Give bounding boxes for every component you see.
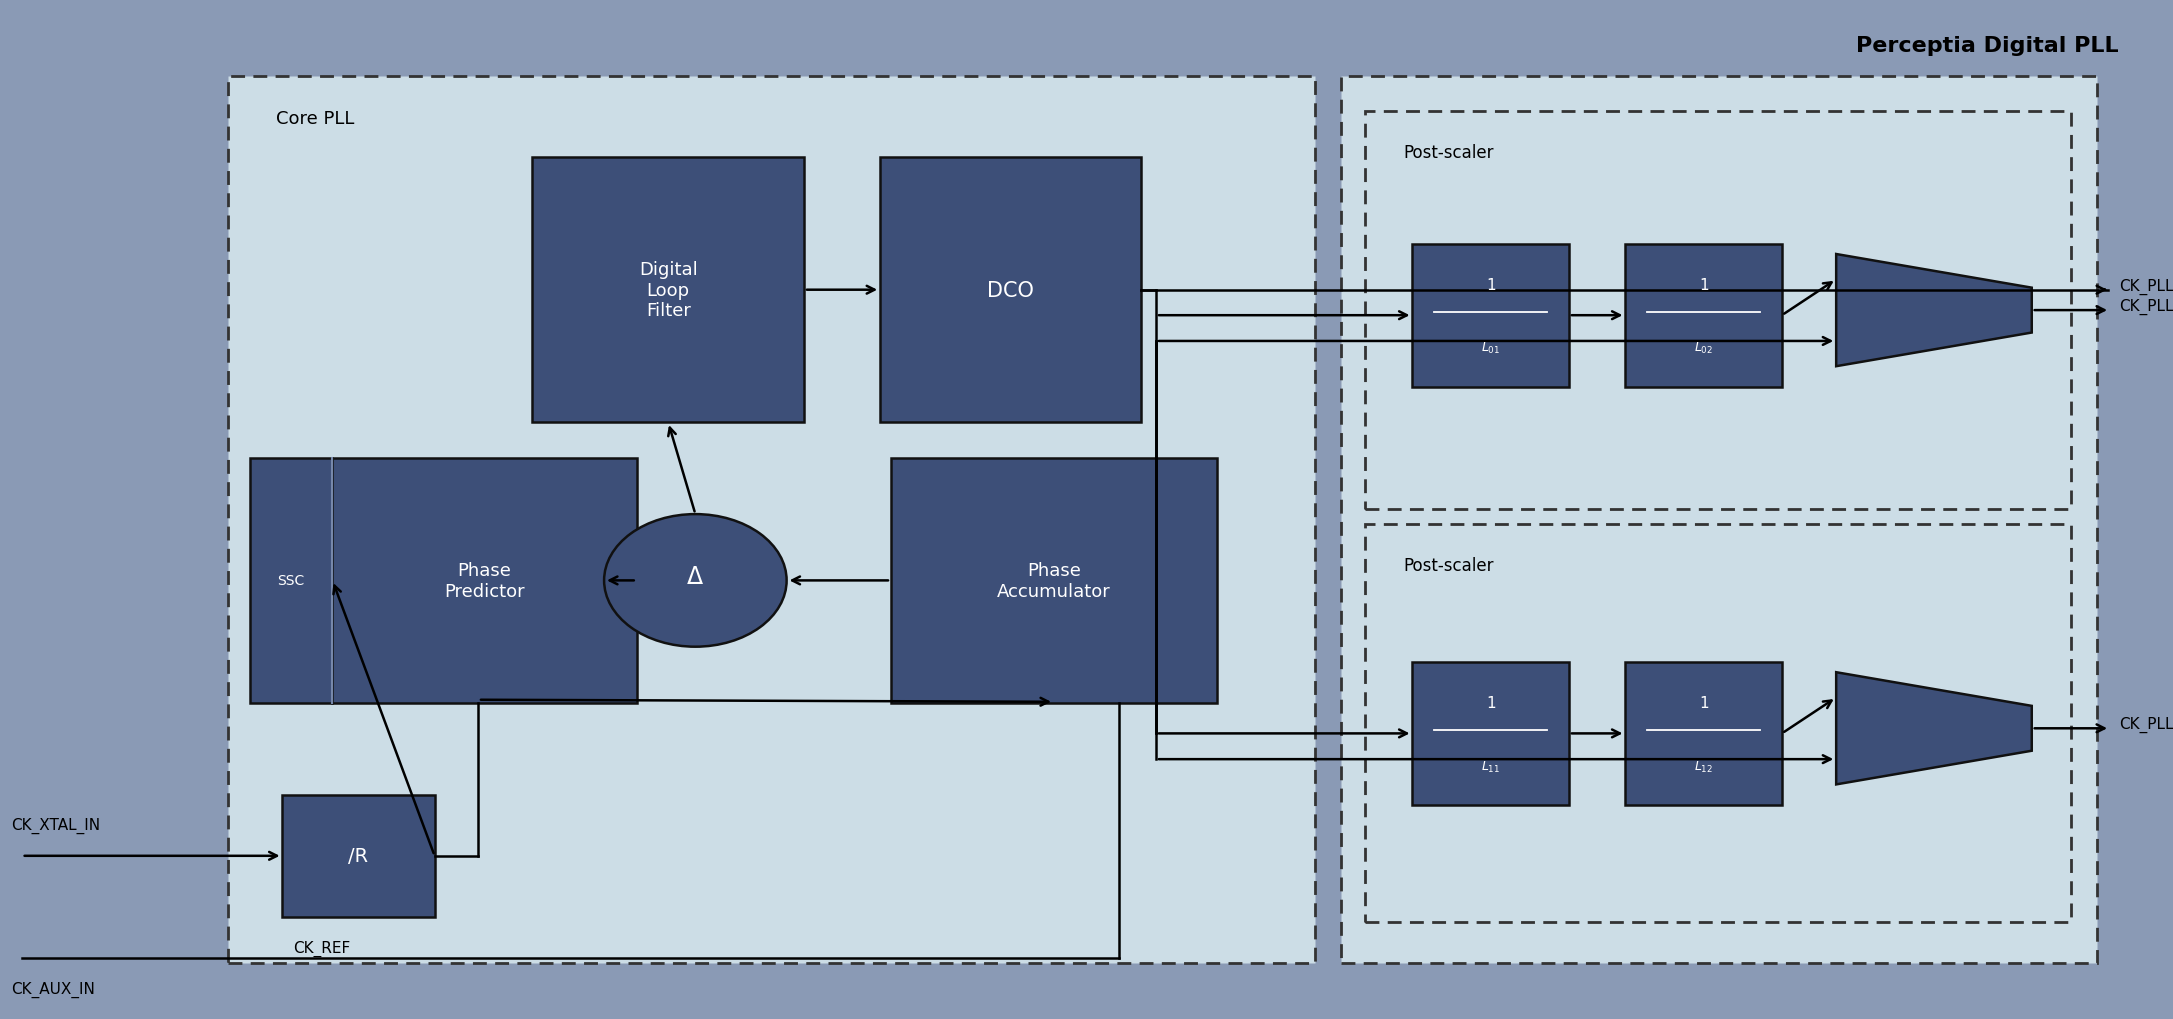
Text: $L_{12}$: $L_{12}$ (1695, 759, 1712, 773)
Bar (1341, 76, 2097, 963)
Text: 1: 1 (1486, 278, 1495, 292)
Bar (1365, 525, 2071, 922)
Text: CK_PLL_OUT: CK_PLL_OUT (2119, 278, 2173, 294)
Bar (250, 459, 332, 703)
Text: Phase
Accumulator: Phase Accumulator (997, 561, 1110, 600)
Text: 1: 1 (1699, 696, 1708, 710)
Bar (1412, 662, 1569, 805)
Text: 1: 1 (1699, 278, 1708, 292)
Bar (891, 459, 1217, 703)
Text: DCO: DCO (987, 280, 1034, 301)
Bar (1625, 662, 1782, 805)
Text: CK_PLL_DIV1: CK_PLL_DIV1 (2119, 716, 2173, 733)
Text: CK_PLL_DIV0: CK_PLL_DIV0 (2119, 299, 2173, 315)
Bar (1412, 245, 1569, 387)
Text: CK_AUX_IN: CK_AUX_IN (11, 980, 96, 997)
Text: $L_{02}$: $L_{02}$ (1695, 341, 1712, 356)
Text: $L_{01}$: $L_{01}$ (1482, 341, 1499, 356)
Bar (1365, 112, 2071, 510)
Bar (332, 459, 637, 703)
Bar (228, 76, 1315, 963)
Text: Post-scaler: Post-scaler (1404, 556, 1495, 575)
Text: SSC: SSC (278, 574, 304, 588)
Text: Digital
Loop
Filter: Digital Loop Filter (639, 261, 698, 320)
Text: $L_{11}$: $L_{11}$ (1482, 759, 1499, 773)
Polygon shape (1836, 673, 2032, 785)
Text: Phase
Predictor: Phase Predictor (443, 561, 526, 600)
Bar (880, 158, 1141, 423)
Text: CK_REF: CK_REF (293, 940, 350, 956)
Bar (1625, 245, 1782, 387)
Bar (282, 795, 435, 917)
Text: Δ: Δ (687, 565, 704, 589)
Text: 1: 1 (1486, 696, 1495, 710)
Bar (532, 158, 804, 423)
Text: /R: /R (348, 847, 369, 865)
Text: Core PLL: Core PLL (276, 110, 354, 128)
Ellipse shape (604, 515, 787, 647)
Text: Post-scaler: Post-scaler (1404, 144, 1495, 162)
Polygon shape (1836, 255, 2032, 367)
Text: CK_XTAL_IN: CK_XTAL_IN (11, 817, 100, 834)
Text: Perceptia Digital PLL: Perceptia Digital PLL (1856, 36, 2119, 56)
